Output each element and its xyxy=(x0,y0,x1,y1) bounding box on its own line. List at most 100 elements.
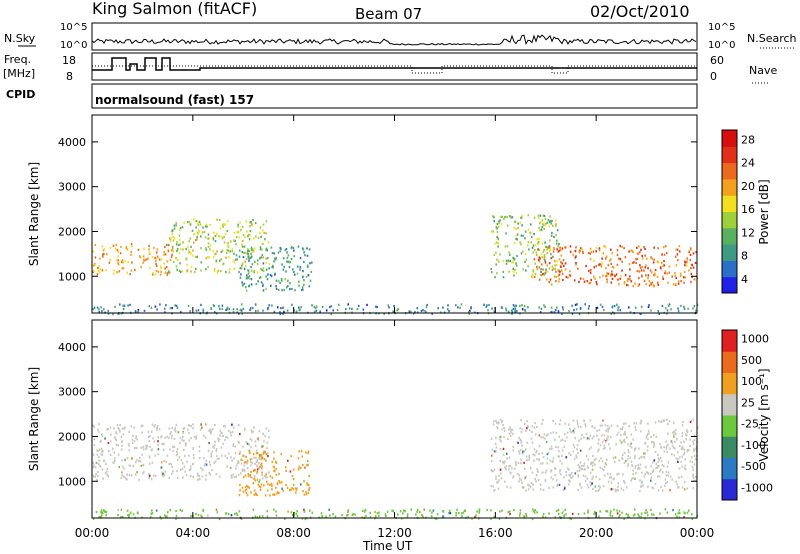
range-cell xyxy=(681,424,684,427)
range-cell xyxy=(332,513,334,516)
range-cell xyxy=(544,241,546,244)
range-cell xyxy=(197,309,200,312)
range-cell xyxy=(576,470,579,473)
range-cell xyxy=(584,475,587,478)
range-cell xyxy=(348,307,351,310)
range-cell xyxy=(268,471,270,474)
range-cell xyxy=(231,250,234,253)
range-cell xyxy=(603,465,606,468)
range-cell xyxy=(369,516,372,519)
range-cell xyxy=(628,263,631,266)
range-cell xyxy=(202,508,205,511)
range-cell xyxy=(254,260,256,264)
range-cell xyxy=(650,465,653,468)
range-cell xyxy=(245,277,248,280)
range-cell xyxy=(347,514,349,517)
range-cell xyxy=(656,465,659,468)
range-cell xyxy=(305,493,308,496)
range-cell xyxy=(179,271,182,274)
range-cell xyxy=(240,229,242,232)
range-cell xyxy=(267,273,269,276)
range-cell xyxy=(145,444,147,447)
range-cell xyxy=(456,508,458,511)
range-cell xyxy=(98,308,100,311)
range-cell xyxy=(99,257,101,260)
range-cell xyxy=(549,459,552,462)
range-cell xyxy=(250,457,253,460)
range-cell xyxy=(564,439,566,442)
range-cell xyxy=(580,486,583,489)
range-cell xyxy=(583,512,586,515)
range-cell xyxy=(225,308,227,311)
range-cell xyxy=(585,432,588,435)
range-cell xyxy=(256,493,258,497)
range-cell xyxy=(561,272,564,275)
range-cell xyxy=(170,431,172,434)
range-cell xyxy=(577,488,579,492)
range-cell xyxy=(584,303,586,306)
range-cell xyxy=(509,434,512,437)
range-cell xyxy=(664,478,667,481)
range-cell xyxy=(652,445,655,448)
range-cell xyxy=(557,512,560,515)
range-cell xyxy=(556,245,559,248)
range-cell xyxy=(619,439,621,442)
power-ylabel: Slant Range [km] xyxy=(27,162,41,266)
range-cell xyxy=(505,452,508,455)
range-cell xyxy=(243,461,246,464)
range-cell xyxy=(569,480,571,483)
range-cell xyxy=(628,425,630,428)
range-cell xyxy=(542,268,544,271)
range-cell xyxy=(551,460,554,464)
range-cell xyxy=(239,450,241,453)
range-cell xyxy=(640,430,642,433)
colorbar-tick-label: -25 xyxy=(741,418,759,431)
range-cell xyxy=(567,483,570,486)
range-cell xyxy=(508,465,510,468)
range-cell xyxy=(506,245,509,248)
range-cell xyxy=(122,307,125,311)
range-cell xyxy=(517,222,519,225)
range-cell xyxy=(105,462,107,465)
range-cell xyxy=(233,261,236,264)
range-cell xyxy=(591,477,594,481)
range-cell xyxy=(254,479,256,482)
range-cell xyxy=(232,473,235,476)
range-cell xyxy=(196,222,199,226)
range-cell xyxy=(686,430,689,433)
range-cell xyxy=(589,247,592,250)
range-cell xyxy=(192,249,194,252)
range-cell xyxy=(691,456,693,459)
range-cell xyxy=(494,276,496,279)
range-cell xyxy=(192,454,195,457)
range-cell xyxy=(512,449,515,452)
range-cell xyxy=(610,476,612,479)
range-cell xyxy=(645,274,647,277)
range-cell xyxy=(250,266,252,269)
range-cell xyxy=(208,461,211,464)
range-cell xyxy=(639,490,641,493)
range-cell xyxy=(249,475,252,478)
range-cell xyxy=(210,453,212,456)
range-cell xyxy=(531,425,533,428)
range-cell xyxy=(594,277,596,280)
x-tick-label: 16:00 xyxy=(478,526,513,540)
range-cell xyxy=(528,484,530,487)
range-cell xyxy=(261,457,263,460)
range-cell xyxy=(224,512,227,515)
range-cell xyxy=(689,247,692,250)
range-cell xyxy=(514,467,516,470)
range-cell xyxy=(615,273,618,276)
range-cell xyxy=(186,263,188,266)
range-cell xyxy=(678,245,681,248)
range-cell xyxy=(674,283,677,286)
range-cell xyxy=(525,489,527,492)
range-cell xyxy=(97,428,99,431)
range-cell xyxy=(520,439,522,442)
range-cell xyxy=(611,305,614,308)
range-cell xyxy=(275,514,278,517)
range-cell xyxy=(684,261,686,264)
range-cell xyxy=(599,276,601,279)
range-cell xyxy=(347,510,349,514)
range-cell xyxy=(682,420,684,423)
